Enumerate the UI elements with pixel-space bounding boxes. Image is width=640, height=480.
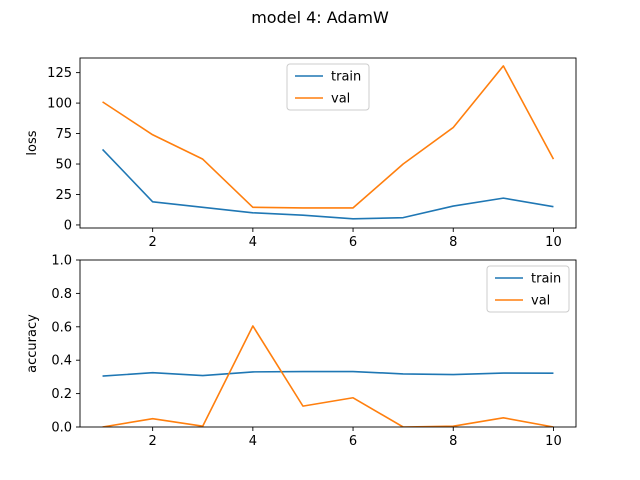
x-tick-label: 2 — [149, 434, 157, 449]
axes-frame — [79, 57, 577, 229]
series-line-val — [102, 325, 554, 427]
x-tick-label: 6 — [349, 235, 357, 250]
series-line-train — [102, 370, 554, 377]
series-line-train — [101, 148, 554, 220]
y-tick-label: 0.2 — [51, 387, 72, 402]
y-tick-label: 125 — [47, 66, 72, 81]
axes-frame — [79, 259, 577, 428]
y-tick-label: 0.8 — [51, 287, 72, 302]
legend-label-val: val — [531, 294, 550, 309]
x-tick-label: 10 — [545, 434, 562, 449]
x-tick-label: 2 — [149, 235, 157, 250]
legend-label-train: train — [531, 272, 561, 287]
y-tick-label: 75 — [55, 127, 72, 142]
y-tick-label: 0.0 — [51, 421, 72, 436]
legend-label-val: val — [331, 92, 350, 107]
y-tick-label: 100 — [47, 97, 72, 112]
y-tick-label: 0 — [64, 218, 72, 233]
figure-title: model 4: AdamW — [251, 8, 389, 27]
x-tick-label: 4 — [249, 235, 257, 250]
y-axis-label: accuracy — [25, 314, 40, 373]
y-tick-label: 1.0 — [51, 254, 72, 269]
y-tick-label: 50 — [55, 158, 72, 173]
legend: train val — [286, 63, 370, 111]
y-axis-label: loss — [25, 130, 40, 155]
x-tick-label: 6 — [349, 434, 357, 449]
x-tick-label: 10 — [545, 235, 562, 250]
legend: train val — [486, 265, 570, 313]
x-tick-label: 8 — [449, 434, 457, 449]
x-tick-label: 4 — [249, 434, 257, 449]
y-tick-label: 25 — [55, 188, 72, 203]
x-tick-label: 8 — [449, 235, 457, 250]
series-line-val — [102, 65, 555, 209]
legend-label-train: train — [331, 70, 361, 85]
y-tick-label: 0.6 — [51, 320, 72, 335]
y-tick-label: 0.4 — [51, 354, 72, 369]
accuracy-subplot: 2 4 6 8 10 0.0 0.2 0.4 0.6 0.8 1.0 accuracy train val — [25, 254, 577, 449]
